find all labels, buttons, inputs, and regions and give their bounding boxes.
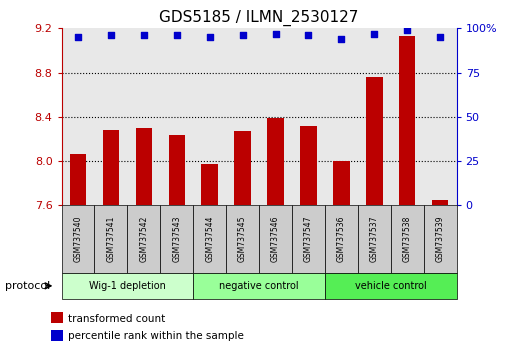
Bar [234,131,251,354]
Point [337,36,345,42]
Text: GSM737545: GSM737545 [238,216,247,262]
Text: GSM737547: GSM737547 [304,216,313,262]
Point [370,31,379,36]
Bar [202,164,218,354]
Text: GSM737544: GSM737544 [205,216,214,262]
Point [436,34,444,40]
Point [107,33,115,38]
Bar [432,200,448,354]
Text: transformed count: transformed count [68,314,165,324]
Text: GSM737543: GSM737543 [172,216,181,262]
Bar [333,161,349,354]
Text: GSM737542: GSM737542 [140,216,148,262]
Point [74,34,82,40]
Bar [70,154,86,354]
Text: GSM737536: GSM737536 [337,216,346,262]
Text: Wig-1 depletion: Wig-1 depletion [89,281,166,291]
Text: GSM737539: GSM737539 [436,216,445,262]
Point [271,31,280,36]
Text: vehicle control: vehicle control [355,281,427,291]
Bar [169,135,185,354]
Point [304,33,312,38]
Bar [300,126,317,354]
Text: GSM737546: GSM737546 [271,216,280,262]
Text: GSM737540: GSM737540 [73,216,83,262]
Text: percentile rank within the sample: percentile rank within the sample [68,331,244,341]
Text: protocol: protocol [5,281,50,291]
Title: GDS5185 / ILMN_2530127: GDS5185 / ILMN_2530127 [160,9,359,25]
Bar [366,77,383,354]
Point [239,33,247,38]
Text: negative control: negative control [219,281,299,291]
Text: GSM737537: GSM737537 [370,216,379,262]
Point [173,33,181,38]
Point [206,34,214,40]
Bar [103,130,119,354]
Bar [267,118,284,354]
Point [140,33,148,38]
Bar [135,128,152,354]
Bar [399,36,416,354]
Text: GSM737541: GSM737541 [106,216,115,262]
Text: GSM737538: GSM737538 [403,216,412,262]
Point [403,27,411,33]
